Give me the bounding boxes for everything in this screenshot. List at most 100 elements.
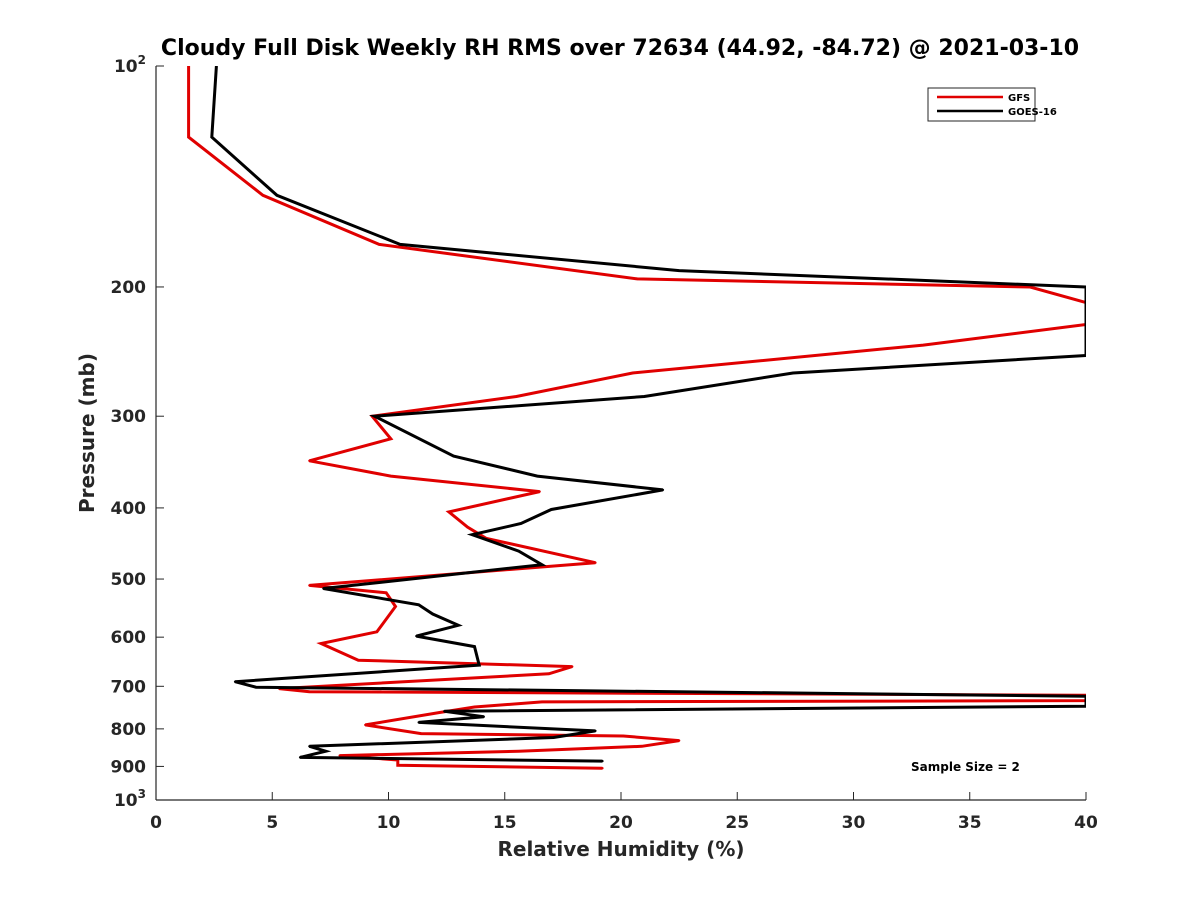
data-point-gfs: [187, 135, 190, 139]
x-tick-label: 0: [150, 813, 162, 833]
data-point-gfs: [308, 690, 311, 693]
x-tick-label: 30: [842, 813, 866, 833]
data-point-goes-16: [431, 612, 434, 616]
data-point-goes-16: [471, 533, 474, 536]
data-point-gfs: [319, 642, 323, 645]
y-tick-label: 102: [114, 53, 146, 77]
x-tick-label: 40: [1074, 813, 1098, 833]
y-tick-label: 900: [111, 757, 147, 777]
data-point-gfs: [547, 672, 551, 675]
data-point-goes-16: [482, 715, 485, 718]
data-point-goes-16: [398, 243, 402, 246]
data-point-goes-16: [417, 603, 420, 606]
data-point-goes-16: [601, 759, 604, 763]
data-point-goes-16: [380, 581, 383, 584]
data-point-gfs: [631, 371, 634, 375]
data-point-gfs: [601, 767, 604, 770]
data-point-goes-16: [215, 66, 218, 68]
data-point-gfs: [571, 665, 574, 668]
data-point-gfs: [594, 561, 597, 564]
legend-box: [927, 87, 1036, 122]
x-ticks: 0 5 10 15 20 25 30 35 40: [150, 792, 1098, 833]
y-tick-base: 10: [114, 791, 138, 811]
data-point-goes-16: [452, 454, 455, 458]
x-tick-label: 20: [609, 813, 633, 833]
y-tick-label: 103: [114, 787, 146, 811]
data-point-goes-16: [519, 522, 523, 525]
data-point-goes-16: [298, 756, 302, 759]
data-point-goes-16: [473, 645, 476, 648]
data-point-gfs: [396, 764, 399, 767]
y-axis-label: Pressure (mb): [75, 353, 99, 513]
data-point-goes-16: [210, 135, 213, 139]
legend-label-gfs: GFS: [1008, 93, 1030, 104]
data-point-gfs: [640, 745, 644, 748]
data-point-gfs: [375, 630, 379, 633]
data-point-goes-16: [322, 587, 325, 590]
data-point-gfs: [389, 474, 392, 478]
legend: GFS GOES-16: [927, 87, 1057, 122]
data-point-gfs: [1029, 285, 1032, 289]
data-point-gfs: [394, 605, 397, 608]
data-point-gfs: [677, 739, 681, 742]
data-point-gfs: [357, 659, 360, 662]
data-point-goes-16: [415, 634, 418, 638]
y-tick-label: 200: [111, 278, 147, 298]
x-tick-label: 25: [725, 813, 749, 833]
y-tick-exponent: 2: [138, 53, 146, 67]
legend-label-goes-16: GOES-16: [1008, 107, 1057, 118]
data-point-gfs: [419, 732, 423, 735]
data-point-gfs: [338, 754, 341, 757]
data-point-gfs: [447, 510, 451, 514]
y-tick-base: 10: [114, 57, 138, 77]
data-point-goes-16: [1084, 285, 1086, 289]
data-point-goes-16: [791, 371, 795, 375]
data-point-goes-16: [1084, 354, 1086, 357]
data-point-goes-16: [1084, 705, 1086, 708]
data-point-goes-16: [517, 549, 520, 553]
data-point-goes-16: [661, 488, 665, 492]
data-point-goes-16: [308, 745, 311, 748]
data-point-goes-16: [373, 415, 376, 418]
sample-size-annotation: Sample Size = 2: [911, 760, 1020, 774]
data-point-gfs: [308, 459, 311, 462]
x-tick-label: 15: [493, 813, 517, 833]
y-tick-label: 500: [111, 570, 147, 590]
data-point-goes-16: [275, 194, 279, 197]
data-point-goes-16: [443, 710, 446, 713]
data-point-gfs: [473, 705, 476, 709]
data-point-gfs: [922, 343, 925, 347]
data-point-gfs: [622, 734, 625, 738]
data-point-goes-16: [594, 729, 597, 733]
data-point-gfs: [261, 194, 265, 197]
data-point-goes-16: [478, 663, 481, 667]
data-point-goes-16: [254, 686, 258, 689]
data-point-gfs: [515, 395, 518, 398]
y-tick-label: 600: [111, 628, 147, 648]
data-point-gfs: [308, 584, 311, 587]
y-tick-exponent: 3: [138, 787, 146, 801]
y-tick-label: 300: [111, 407, 147, 427]
data-point-goes-16: [552, 736, 555, 739]
x-axis-label: Relative Humidity (%): [497, 837, 744, 861]
data-point-goes-16: [550, 508, 553, 511]
data-point-gfs: [438, 711, 441, 714]
data-point-gfs: [378, 243, 381, 246]
y-tick-label: 400: [111, 499, 147, 519]
data-point-gfs: [540, 700, 544, 704]
data-point-gfs: [538, 490, 541, 493]
data-point-gfs: [636, 277, 639, 281]
data-point-goes-16: [643, 395, 646, 398]
x-tick-label: 10: [377, 813, 401, 833]
data-point-goes-16: [536, 474, 539, 478]
x-tick-label: 5: [266, 813, 278, 833]
data-point-goes-16: [417, 721, 420, 724]
series-layer: [187, 66, 1086, 770]
chart-title: Cloudy Full Disk Weekly RH RMS over 7263…: [161, 36, 1079, 61]
data-point-goes-16: [540, 563, 544, 566]
data-point-goes-16: [457, 624, 460, 627]
y-tick-label: 700: [111, 677, 147, 697]
